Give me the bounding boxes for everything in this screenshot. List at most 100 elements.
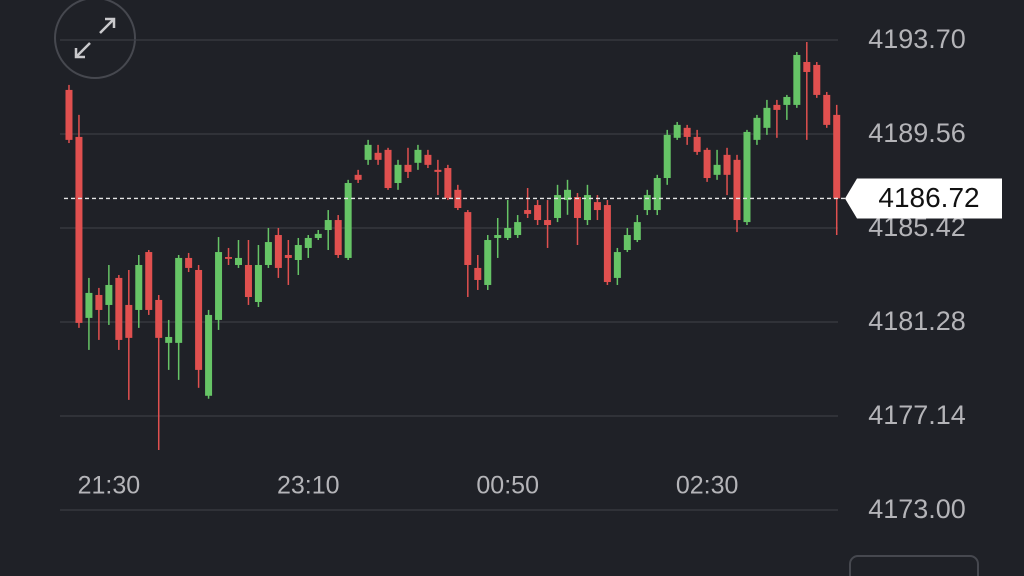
- y-tick-label: 4173.00: [868, 494, 966, 524]
- candle-body: [743, 131, 751, 223]
- candle-body: [324, 220, 332, 231]
- candle: [653, 174, 661, 216]
- x-tick-label: 21:30: [78, 472, 141, 500]
- candle-body: [663, 134, 671, 179]
- candle-body: [274, 235, 282, 268]
- candle-body: [683, 127, 691, 137]
- candle-body: [603, 205, 611, 283]
- candle-body: [434, 169, 442, 172]
- candle: [803, 42, 811, 140]
- candle-body: [524, 210, 532, 214]
- candle-body: [763, 107, 771, 128]
- candle-body: [753, 117, 761, 140]
- y-tick-label: 4189.56: [868, 118, 966, 148]
- candle-body: [713, 164, 721, 175]
- y-tick-label: 4181.28: [868, 306, 966, 336]
- candle: [703, 147, 711, 182]
- candle-body: [185, 257, 193, 268]
- candle-body: [494, 235, 502, 238]
- candle-body: [613, 252, 621, 278]
- candle: [155, 294, 163, 451]
- candle-body: [813, 64, 821, 95]
- last-price-box: [845, 178, 1002, 219]
- candle-body: [783, 96, 791, 105]
- candle-body: [65, 89, 73, 140]
- candle-body: [673, 124, 681, 138]
- candle: [294, 237, 302, 275]
- candle-body: [175, 257, 183, 343]
- candle: [234, 240, 242, 268]
- candle: [175, 255, 183, 380]
- candle-body: [564, 189, 572, 201]
- candle: [613, 247, 621, 285]
- candle-body: [554, 195, 562, 218]
- candle-body: [75, 136, 83, 323]
- candle-body: [374, 152, 382, 160]
- candle-body: [344, 183, 352, 258]
- candle: [105, 264, 113, 325]
- candle: [573, 193, 581, 246]
- candle: [384, 147, 392, 190]
- candle: [95, 287, 103, 340]
- candle: [404, 147, 412, 179]
- candle-body: [474, 267, 482, 280]
- candle: [743, 129, 751, 226]
- candle: [185, 252, 193, 273]
- candle: [544, 200, 552, 248]
- candle: [723, 147, 731, 196]
- y-tick-label: 4177.14: [868, 400, 966, 430]
- candle: [494, 217, 502, 258]
- candle-body: [284, 255, 292, 258]
- candle-body: [593, 202, 601, 211]
- candle-body: [304, 237, 312, 248]
- candle-body: [115, 277, 123, 340]
- candle: [284, 240, 292, 285]
- candle-body: [244, 264, 252, 298]
- candle-body: [165, 336, 173, 343]
- expand-circle: [54, 0, 136, 79]
- candle-body: [135, 264, 143, 310]
- candle-body: [145, 252, 153, 310]
- candle-body: [444, 168, 452, 199]
- candle: [334, 215, 342, 258]
- candle: [225, 247, 233, 265]
- candle: [823, 91, 831, 128]
- candle: [324, 210, 332, 251]
- candle-body: [424, 154, 432, 165]
- candle: [474, 255, 482, 290]
- candle: [484, 235, 492, 290]
- bottom-button[interactable]: [849, 555, 979, 576]
- candle-body: [294, 245, 302, 260]
- candle: [504, 200, 512, 241]
- candle: [643, 189, 651, 216]
- candle: [444, 164, 452, 201]
- candle-body: [653, 178, 661, 211]
- expand-icon: [74, 17, 116, 59]
- candle-body: [623, 235, 631, 251]
- candle: [195, 264, 203, 388]
- candle-body: [215, 252, 223, 320]
- candle-body: [733, 159, 741, 221]
- expand-button[interactable]: [54, 0, 136, 79]
- candle: [244, 240, 252, 305]
- x-tick-label: 02:30: [676, 472, 739, 500]
- candle: [394, 159, 402, 190]
- candle: [344, 179, 352, 260]
- candle: [165, 319, 173, 370]
- last-price-label: 4186.72: [878, 182, 979, 213]
- candle: [603, 200, 611, 285]
- candle-body: [504, 227, 512, 238]
- candle-body: [544, 220, 552, 226]
- candle-body: [264, 242, 272, 265]
- candle: [524, 188, 532, 218]
- candle: [374, 144, 382, 165]
- candle: [115, 274, 123, 350]
- candle: [763, 99, 771, 135]
- candle-body: [95, 294, 103, 310]
- candle-body: [484, 240, 492, 285]
- candle: [693, 129, 701, 155]
- candle: [564, 179, 572, 215]
- candle: [304, 235, 312, 258]
- candle: [145, 250, 153, 315]
- candle: [215, 237, 223, 330]
